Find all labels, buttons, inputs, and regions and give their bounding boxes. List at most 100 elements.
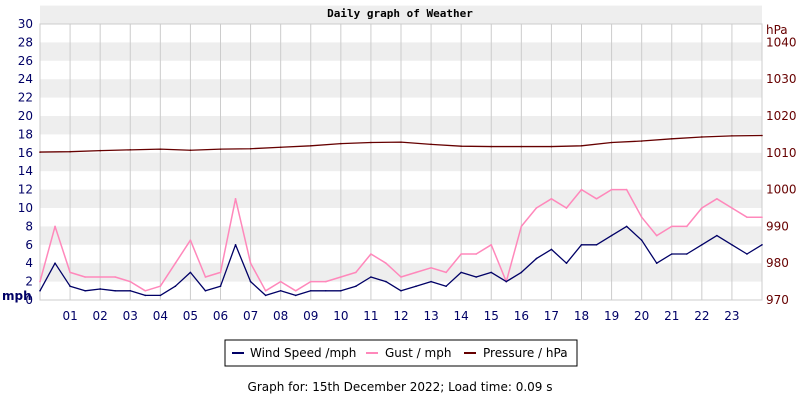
gust-line-point: [234, 198, 237, 200]
gust-line-point: [129, 280, 132, 283]
x-tick-label: 07: [243, 309, 258, 323]
x-tick-label: 01: [62, 309, 77, 323]
right-tick-label: 1040: [766, 35, 797, 49]
gust-line-point: [535, 207, 538, 209]
left-tick-label: 6: [25, 238, 33, 252]
gust-line-point: [731, 207, 733, 209]
gust-line-point: [550, 198, 553, 200]
pressure-line-point: [610, 141, 613, 144]
wind-speed-line-point: [475, 276, 478, 278]
gust-line-point: [340, 276, 342, 278]
wind-speed-line-point: [340, 290, 342, 292]
wind-speed-line-point: [385, 280, 387, 283]
series-group: [39, 134, 763, 297]
wind-speed-line-point: [144, 294, 147, 297]
right-tick-label: 1000: [766, 183, 797, 197]
wind-speed-line-point: [640, 239, 643, 241]
wind-speed-line-point: [370, 276, 372, 278]
left-tick-label: 2: [25, 275, 33, 289]
wind-speed-line-point: [430, 280, 432, 283]
gust-line-point: [385, 262, 387, 265]
legend-box: [224, 339, 578, 367]
wind-speed-line-point: [39, 290, 41, 292]
gust-line-point: [520, 225, 523, 228]
right-tick-label: 970: [766, 293, 789, 307]
wind-speed-line-point: [355, 285, 357, 288]
wind-speed-line-point: [731, 244, 733, 246]
wind-speed-line-point: [219, 285, 222, 288]
left-tick-label: 8: [25, 219, 33, 233]
pressure-line-point: [701, 136, 703, 138]
x-tick-label: 19: [604, 309, 619, 323]
wind-speed-line-point: [520, 271, 523, 274]
gust-line-point: [39, 280, 41, 283]
wind-speed-line-point: [565, 262, 568, 265]
pressure-line-point: [129, 149, 132, 151]
x-tick-label: 10: [333, 309, 348, 323]
gust-line-point: [670, 225, 673, 228]
x-tick-label: 04: [153, 309, 168, 323]
gust-line-point: [640, 216, 643, 218]
wind-speed-line-point: [415, 285, 417, 288]
pressure-line-point: [430, 143, 432, 146]
pressure-line-point: [219, 148, 222, 150]
gust-line-point: [595, 198, 598, 200]
legend-label-pressure: Pressure / hPa: [483, 346, 568, 360]
pressure-line-point: [490, 145, 493, 148]
gust-line-point: [324, 280, 327, 283]
wind-speed-line-point: [234, 244, 237, 246]
wind-speed-line-point: [159, 294, 162, 297]
gust-line-point: [761, 216, 763, 218]
gust-line-point: [174, 262, 177, 265]
gust-line-point: [84, 276, 86, 278]
wind-speed-line-point: [69, 285, 71, 288]
wind-speed-line-point: [505, 280, 508, 283]
right-tick-label: 990: [766, 219, 789, 233]
gust-line-point: [144, 290, 147, 292]
gust-line-point: [625, 188, 628, 191]
gust-line-point: [355, 271, 357, 274]
legend-label-gust: Gust / mph: [385, 346, 451, 360]
gust-line-point: [430, 267, 432, 269]
gust-line-point: [655, 234, 658, 237]
chart-title: Daily graph of Weather: [327, 7, 473, 20]
wind-speed-line-point: [625, 225, 628, 228]
left-tick-label: 26: [18, 54, 33, 68]
pressure-line-point: [69, 150, 71, 153]
wind-speed-line-point: [400, 290, 402, 292]
x-tick-label: 16: [514, 309, 529, 323]
gust-line-point: [475, 253, 478, 255]
gust-line-point: [580, 188, 583, 191]
x-tick-label: 05: [183, 309, 198, 323]
left-tick-label: 10: [18, 201, 33, 215]
right-tick-label: 1020: [766, 109, 797, 123]
wind-speed-line-point: [84, 290, 86, 292]
wind-speed-line-point: [535, 257, 538, 260]
x-tick-label: 02: [93, 309, 108, 323]
wind-speed-line-point: [685, 253, 688, 255]
wind-speed-line-point: [580, 244, 583, 246]
gust-line-point: [400, 276, 402, 278]
left-tick-label: 12: [18, 183, 33, 197]
wind-speed-line-point: [445, 285, 447, 288]
pressure-line-point: [670, 138, 673, 140]
gust-line-point: [159, 285, 162, 288]
x-tick-label: 09: [303, 309, 318, 323]
right-axis-label: hPa: [766, 23, 788, 37]
pressure-line-point: [340, 142, 342, 145]
pressure-line-point: [249, 147, 252, 150]
gust-line-point: [279, 280, 282, 283]
wind-speed-line-point: [249, 280, 252, 283]
pressure-line-point: [520, 145, 523, 148]
right-axis-ticks: 970 980 990 1000 1010 1020 1030 1040: [766, 35, 797, 307]
wind-speed-line-point: [701, 244, 703, 246]
right-tick-label: 980: [766, 256, 789, 270]
wind-speed-line-point: [264, 294, 267, 297]
gust-line-point: [264, 290, 267, 292]
gust-line-point: [445, 271, 447, 274]
wind-speed-line-point: [460, 271, 462, 274]
wind-speed-line-point: [294, 294, 297, 297]
x-tick-label: 20: [634, 309, 649, 323]
left-axis-label: mph: [2, 289, 32, 303]
grid-lines: [69, 24, 733, 300]
